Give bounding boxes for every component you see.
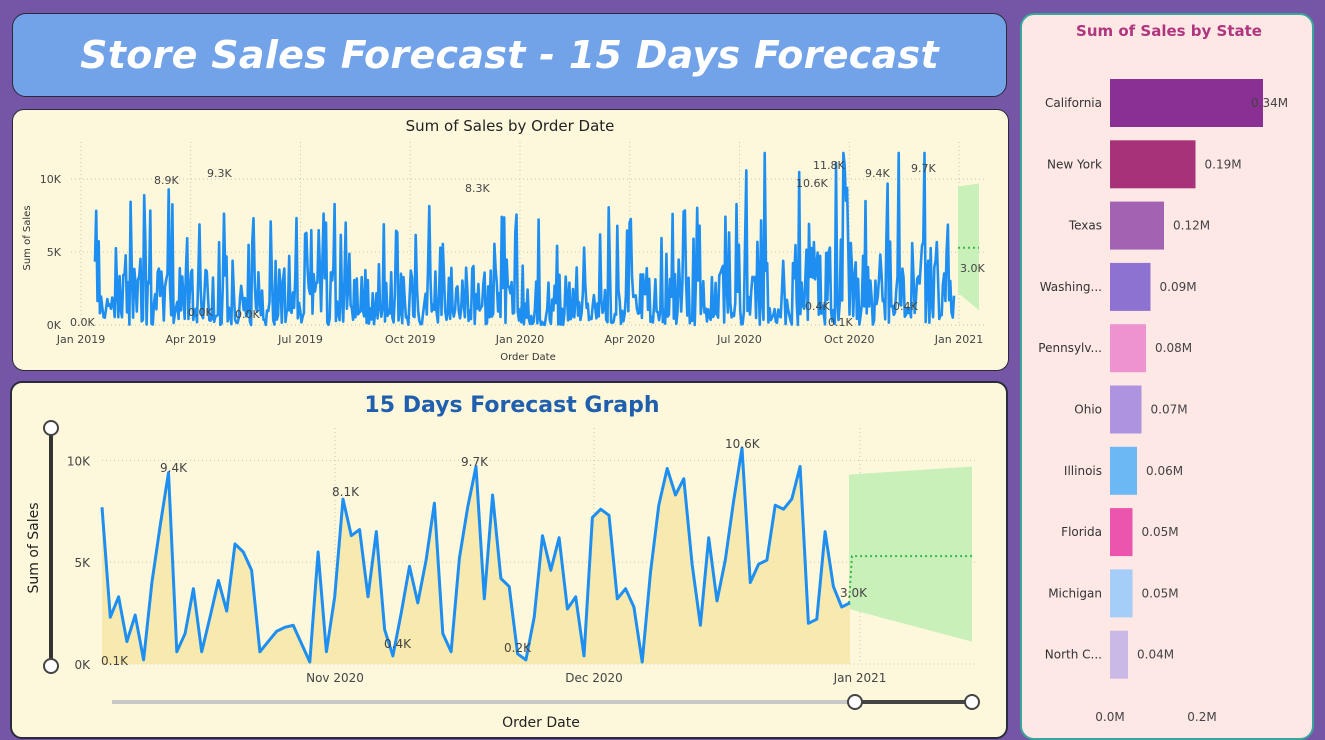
sales-area-fill bbox=[102, 448, 850, 664]
x-tick-label: Dec 2020 bbox=[565, 671, 623, 685]
state-value-label: 0.12M bbox=[1173, 219, 1210, 233]
dashboard-title: Store Sales Forecast - 15 Days Forecast bbox=[80, 33, 939, 77]
state-value-label: 0.08M bbox=[1155, 341, 1192, 355]
state-value-label: 0.05M bbox=[1142, 525, 1179, 539]
y-tick-label: 5K bbox=[47, 246, 62, 259]
state-category-label: Michigan bbox=[1048, 586, 1102, 600]
x-tick-label: 0.2M bbox=[1187, 710, 1216, 724]
chart-title: Sum of Sales by State bbox=[1076, 22, 1262, 40]
data-label: 9.3K bbox=[207, 167, 232, 180]
state-value-label: 0.19M bbox=[1205, 157, 1242, 171]
forecast-band bbox=[849, 466, 972, 642]
y-axis-label: Sum of Sales bbox=[26, 502, 42, 593]
state-value-label: 0.34M bbox=[1251, 96, 1288, 110]
state-category-label: Florida bbox=[1061, 525, 1102, 539]
state-value-label: 0.05M bbox=[1142, 586, 1179, 600]
x-axis-label: Order Date bbox=[500, 352, 556, 363]
data-label: 0.0K bbox=[235, 308, 260, 321]
y-tick-label: 5K bbox=[74, 556, 91, 570]
state-bar[interactable] bbox=[1110, 201, 1164, 250]
x-tick-label: Nov 2020 bbox=[306, 671, 364, 685]
data-label: 9.4K bbox=[160, 461, 188, 475]
y-tick-label: 10K bbox=[40, 173, 62, 186]
state-category-label: Pennsylv... bbox=[1038, 341, 1102, 355]
state-bar[interactable] bbox=[1110, 569, 1133, 618]
y-range-slider-top-handle[interactable] bbox=[43, 420, 59, 436]
data-label: 8.1K bbox=[332, 485, 360, 499]
data-label: 0.0K bbox=[188, 306, 213, 319]
state-bar[interactable] bbox=[1110, 79, 1263, 127]
data-label: 11.8K bbox=[813, 159, 845, 172]
state-category-label: Washing... bbox=[1040, 280, 1102, 294]
data-label: 0.4K bbox=[893, 300, 918, 313]
state-category-label: Illinois bbox=[1064, 464, 1102, 478]
sales-series-line bbox=[93, 151, 956, 327]
sales-by-state-panel[interactable]: Sum of Sales by State California 0.34M New… bbox=[1020, 13, 1314, 740]
data-label: 9.4K bbox=[865, 167, 890, 180]
data-label: 9.7K bbox=[461, 455, 489, 469]
data-label: 3.0K bbox=[960, 262, 985, 275]
state-category-label: California bbox=[1045, 96, 1102, 110]
data-label: 9.7K bbox=[911, 162, 936, 175]
state-category-label: North C... bbox=[1045, 648, 1102, 662]
data-label: 0.1K bbox=[101, 654, 129, 668]
state-bar[interactable] bbox=[1110, 140, 1196, 189]
state-bar[interactable] bbox=[1110, 630, 1128, 679]
data-label: 3.0K bbox=[840, 586, 868, 600]
data-label: 10.6K bbox=[725, 437, 761, 451]
y-axis-label: Sum of Sales bbox=[22, 205, 33, 270]
x-axis-label: Order Date bbox=[502, 715, 580, 731]
state-category-label: Ohio bbox=[1074, 403, 1102, 417]
x-tick-label: 0.0M bbox=[1095, 710, 1124, 724]
sales-by-order-date-card[interactable]: Sum of Sales by Order Date Sum of Sales … bbox=[12, 109, 1009, 371]
x-range-slider-right-handle[interactable] bbox=[964, 694, 980, 710]
state-category-label: New York bbox=[1047, 157, 1102, 171]
chart-title: 15 Days Forecast Graph bbox=[364, 393, 659, 418]
x-tick-label: Jan 2019 bbox=[56, 333, 105, 346]
x-tick-label: Oct 2019 bbox=[385, 333, 436, 346]
forecast-graph-card[interactable]: 15 Days Forecast Graph Sum of Sales Orde… bbox=[10, 381, 1008, 739]
sales-by-order-date-chart[interactable]: Sum of Sales by Order Date Sum of Sales … bbox=[13, 110, 1009, 371]
forecast-line bbox=[848, 555, 972, 603]
state-bar[interactable] bbox=[1110, 446, 1137, 495]
y-tick-label: 0K bbox=[47, 319, 62, 332]
sales-series-line bbox=[100, 446, 851, 664]
state-bar[interactable] bbox=[1110, 262, 1151, 311]
data-label: 8.3K bbox=[465, 182, 490, 195]
data-label: 10.6K bbox=[796, 177, 828, 190]
data-label: 0.4K bbox=[384, 637, 412, 651]
x-tick-label: Jan 2020 bbox=[495, 333, 544, 346]
x-tick-label: Jul 2019 bbox=[277, 333, 323, 346]
dashboard-title-card: Store Sales Forecast - 15 Days Forecast bbox=[12, 13, 1007, 97]
data-label: 0.1K bbox=[828, 316, 853, 329]
y-tick-label: 10K bbox=[67, 454, 91, 468]
y-tick-label: 0K bbox=[74, 658, 91, 672]
x-tick-label: Apr 2019 bbox=[165, 333, 216, 346]
data-label: 0.0K bbox=[70, 316, 95, 329]
sales-by-state-chart[interactable]: Sum of Sales by State California 0.34M New… bbox=[1022, 15, 1312, 738]
x-tick-label: Jul 2020 bbox=[716, 333, 762, 346]
state-value-label: 0.06M bbox=[1146, 464, 1183, 478]
chart-title: Sum of Sales by Order Date bbox=[406, 117, 615, 135]
state-bar[interactable] bbox=[1110, 385, 1142, 434]
state-value-label: 0.07M bbox=[1151, 403, 1188, 417]
x-tick-label: Jan 2021 bbox=[833, 671, 887, 685]
data-label: 0.2K bbox=[504, 641, 532, 655]
x-tick-label: Oct 2020 bbox=[824, 333, 875, 346]
state-value-label: 0.04M bbox=[1137, 648, 1174, 662]
state-bar[interactable] bbox=[1110, 324, 1146, 373]
state-bar[interactable] bbox=[1110, 508, 1133, 557]
data-label: 8.9K bbox=[154, 174, 179, 187]
forecast-graph-chart[interactable]: 15 Days Forecast Graph Sum of Sales Orde… bbox=[12, 383, 1006, 737]
x-tick-label: Apr 2020 bbox=[604, 333, 655, 346]
state-value-label: 0.09M bbox=[1160, 280, 1197, 294]
state-category-label: Texas bbox=[1068, 219, 1102, 233]
data-label: 0.4K bbox=[805, 300, 830, 313]
x-range-slider-left-handle[interactable] bbox=[847, 694, 863, 710]
y-range-slider-bottom-handle[interactable] bbox=[43, 658, 59, 674]
x-tick-label: Jan 2021 bbox=[934, 333, 983, 346]
